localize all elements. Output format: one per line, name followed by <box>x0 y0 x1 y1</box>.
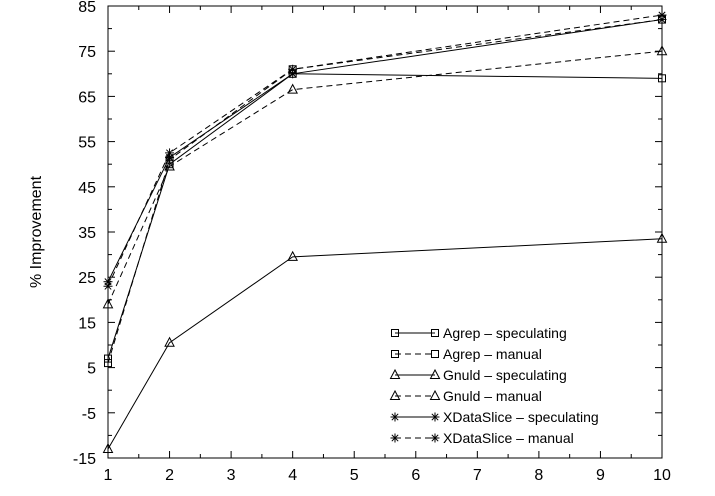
series-2 <box>104 15 666 368</box>
legend-marker <box>390 412 400 422</box>
y-tick-label: 5 <box>87 361 96 378</box>
series-1 <box>104 69 666 363</box>
legend-label: XDataSlice – speculating <box>443 409 599 425</box>
y-tick-label: 35 <box>78 225 96 242</box>
legend-entry: Gnuld – manual <box>389 388 542 404</box>
legend-marker <box>429 368 441 379</box>
legend-marker <box>389 389 401 400</box>
data-point <box>657 10 667 20</box>
series-group <box>102 10 668 453</box>
legend-marker <box>431 350 439 358</box>
series-3 <box>102 232 668 453</box>
x-tick-label: 8 <box>534 467 543 484</box>
y-tick-label: 55 <box>78 135 96 152</box>
legend-entry: XDataSlice – manual <box>390 430 574 446</box>
data-point <box>165 148 175 158</box>
y-tick-label: -5 <box>82 406 96 423</box>
y-tick-label: -15 <box>73 451 96 468</box>
plot-frame <box>107 5 663 459</box>
y-tick-label: 75 <box>78 44 96 61</box>
data-point <box>287 250 298 261</box>
legend-marker <box>391 350 399 358</box>
data-point <box>102 442 114 453</box>
y-tick-label: 85 <box>78 0 96 16</box>
series-line <box>107 19 663 364</box>
x-tick-label: 2 <box>165 467 174 484</box>
y-tick-label: 15 <box>78 315 96 332</box>
legend-marker <box>431 329 439 337</box>
x-tick-label: 1 <box>104 467 113 484</box>
series-line <box>107 73 663 359</box>
y-tick-label: 25 <box>78 270 96 287</box>
x-tick-label: 5 <box>350 467 359 484</box>
x-tick-label: 9 <box>596 467 605 484</box>
legend-marker <box>430 412 440 422</box>
x-tick-label: 7 <box>473 467 482 484</box>
legend: Agrep – speculating Agrep – manual Gnuld –… <box>389 325 599 446</box>
x-tick-label: 10 <box>653 467 671 484</box>
legend-entry: Gnuld – speculating <box>389 367 567 383</box>
data-point <box>103 281 113 291</box>
x-tick-label: 4 <box>288 467 297 484</box>
x-tick-label: 6 <box>411 467 420 484</box>
series-6 <box>103 10 667 291</box>
legend-entry: Agrep – manual <box>391 346 542 362</box>
data-point <box>656 232 668 243</box>
data-point <box>656 45 668 56</box>
legend-marker <box>430 433 440 443</box>
legend-marker <box>391 329 399 337</box>
series-line <box>107 14 663 287</box>
data-point <box>164 336 175 347</box>
x-tick-label: 3 <box>227 467 236 484</box>
legend-label: Agrep – manual <box>443 346 542 362</box>
series-line <box>107 238 663 450</box>
data-point <box>288 64 298 74</box>
legend-label: Gnuld – manual <box>443 388 542 404</box>
y-tick-label: 45 <box>78 180 96 197</box>
series-4 <box>102 45 668 309</box>
legend-label: XDataSlice – manual <box>443 430 574 446</box>
legend-marker <box>429 389 441 400</box>
series-line <box>107 50 663 305</box>
data-point <box>658 74 666 83</box>
legend-entry: Agrep – speculating <box>391 325 567 341</box>
legend-marker <box>390 433 400 443</box>
data-point <box>104 359 112 368</box>
data-point <box>102 298 114 309</box>
legend-label: Agrep – speculating <box>443 325 567 341</box>
data-point <box>287 83 298 94</box>
y-axis-label: % Improvement <box>28 175 45 288</box>
legend-label: Gnuld – speculating <box>443 367 567 383</box>
data-point <box>164 160 175 171</box>
legend-entry: XDataSlice – speculating <box>390 409 599 425</box>
y-tick-label: 65 <box>78 89 96 106</box>
legend-marker <box>389 368 401 379</box>
